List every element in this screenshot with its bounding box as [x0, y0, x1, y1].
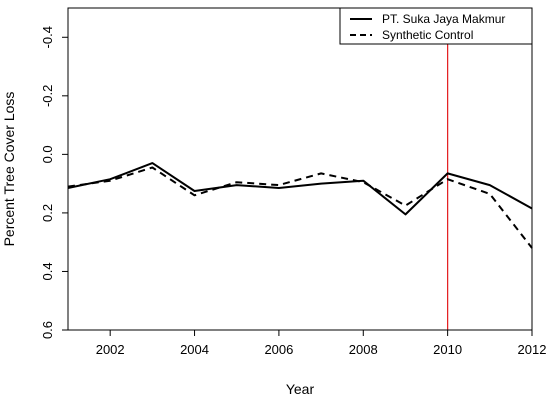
y-tick-label: 0.0: [40, 145, 55, 163]
plot-layer: [67, 8, 533, 330]
legend: PT. Suka Jaya Makmur Synthetic Control: [339, 7, 533, 45]
x-tick-label: 2012: [518, 342, 547, 357]
y-tick-label: 0.2: [40, 204, 55, 222]
x-tick-label: 2004: [180, 342, 209, 357]
series-line-1: [67, 166, 533, 249]
y-tick-label: -0.4: [40, 26, 55, 48]
x-tick-label: 2006: [264, 342, 293, 357]
x-tick-label: 2010: [433, 342, 462, 357]
x-tick-label: 2002: [96, 342, 125, 357]
axes-layer: 2002 2004 2006 2008 2010 2012 -0.4 -0.2 0.0 0.2 0.…: [40, 7, 547, 357]
plot-frame: [67, 7, 533, 331]
y-tick-label: -0.2: [40, 85, 55, 107]
legend-box: [339, 7, 533, 45]
y-axis-title: Percent Tree Cover Loss: [1, 92, 17, 247]
legend-label-suka-jaya-makmur: PT. Suka Jaya Makmur: [382, 12, 505, 26]
y-tick-label: 0.4: [40, 262, 55, 280]
y-tick-label: 0.6: [40, 321, 55, 339]
x-axis-title: Year: [286, 381, 315, 397]
series-line-0: [67, 162, 533, 216]
x-tick-label: 2008: [349, 342, 378, 357]
legend-label-synthetic-control: Synthetic Control: [382, 28, 473, 42]
